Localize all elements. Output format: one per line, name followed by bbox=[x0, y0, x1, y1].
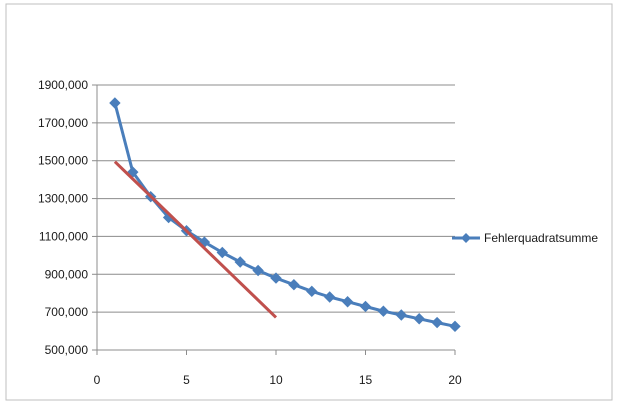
y-tick-label: 1500,000 bbox=[38, 154, 88, 168]
data-point bbox=[359, 300, 372, 313]
x-axis-ticks: 0 5 10 15 20 bbox=[94, 350, 462, 387]
y-tick-label: 1700,000 bbox=[38, 116, 88, 130]
data-point bbox=[449, 320, 461, 333]
data-point bbox=[288, 278, 300, 291]
x-tick-label: 5 bbox=[183, 373, 190, 387]
y-tick-label: 900,000 bbox=[45, 267, 89, 281]
data-point bbox=[431, 316, 443, 329]
y-tick-label: 1300,000 bbox=[38, 192, 88, 206]
data-point bbox=[216, 246, 229, 259]
data-point bbox=[270, 272, 282, 284]
x-tick-label: 20 bbox=[448, 373, 462, 387]
data-point bbox=[323, 291, 336, 303]
x-tick-label: 0 bbox=[94, 373, 101, 387]
chart-border bbox=[5, 3, 613, 401]
data-point bbox=[377, 305, 390, 317]
plot-area bbox=[109, 97, 461, 333]
data-point bbox=[395, 309, 408, 321]
data-point bbox=[306, 285, 318, 298]
legend: Fehlerquadratsumme bbox=[452, 231, 598, 245]
x-tick-label: 15 bbox=[359, 373, 373, 387]
data-point bbox=[413, 313, 425, 325]
data-point bbox=[252, 264, 264, 277]
x-tick-label: 10 bbox=[269, 373, 283, 387]
y-axis-ticks: 500,000 700,000 900,000 1100,000 1300,000 150… bbox=[38, 78, 97, 357]
y-tick-label: 1100,000 bbox=[39, 229, 88, 243]
data-point bbox=[109, 97, 121, 109]
y-tick-label: 700,000 bbox=[45, 305, 89, 319]
legend-label: Fehlerquadratsumme bbox=[484, 231, 598, 245]
y-tick-label: 1900,000 bbox=[38, 78, 88, 92]
y-tick-label: 500,000 bbox=[45, 343, 89, 357]
legend-marker-icon bbox=[461, 233, 471, 243]
series-line-trend bbox=[113, 160, 278, 319]
data-point bbox=[234, 256, 246, 268]
data-point bbox=[341, 296, 354, 308]
